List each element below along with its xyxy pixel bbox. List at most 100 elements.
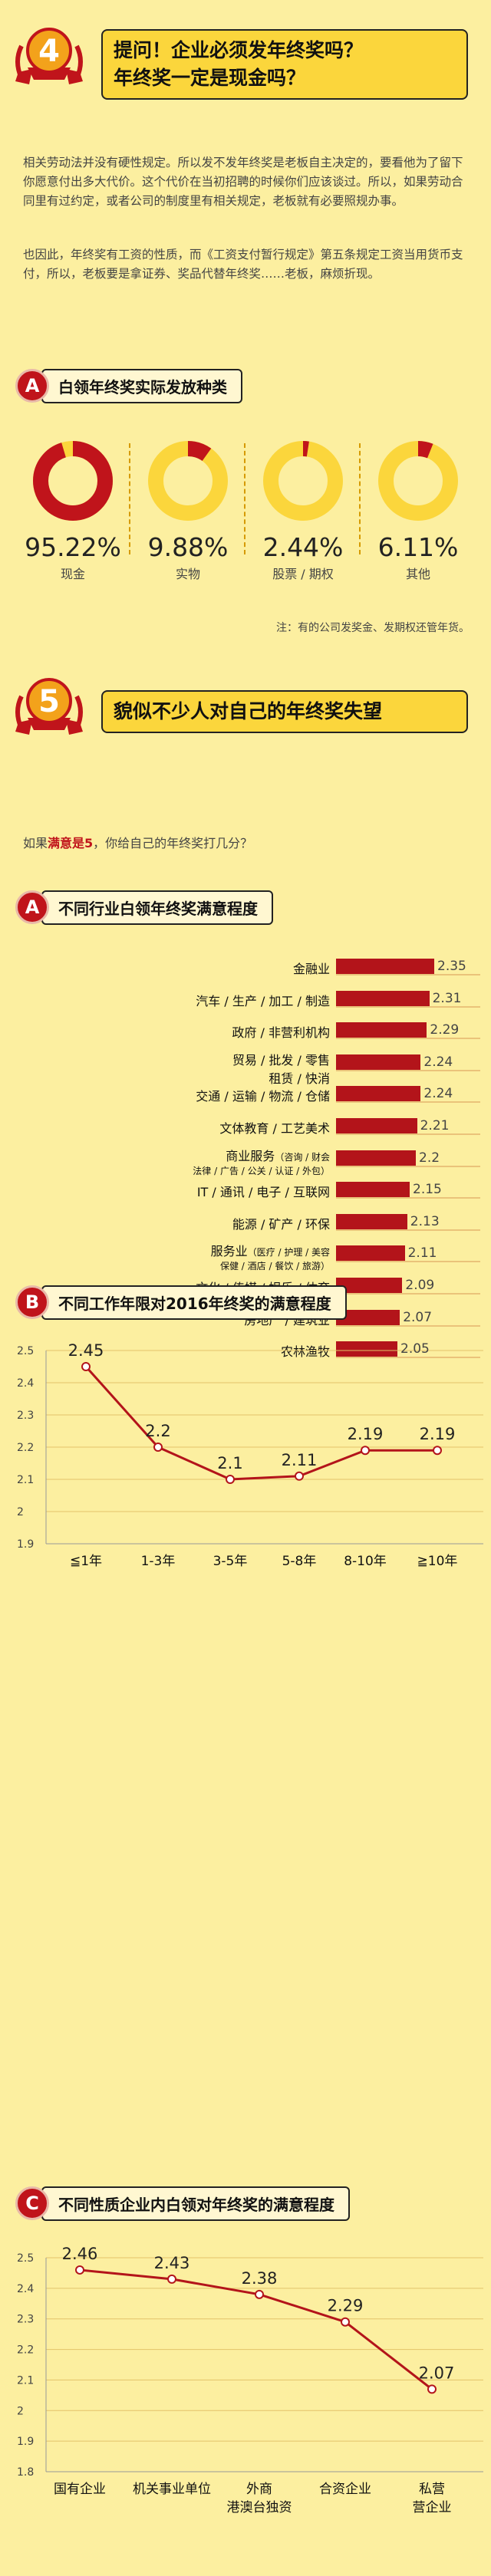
data-point: [255, 2289, 264, 2299]
section-5-title: 貌似不少人对自己的年终奖失望: [114, 700, 383, 722]
bar-row: 交通 / 运输 / 物流 / 仓储 2.24: [0, 1086, 491, 1120]
donut-track: [148, 441, 228, 521]
y-tick-label: 2.4: [17, 1377, 34, 1390]
donut-slice: [378, 441, 458, 521]
section-5-intro: 如果满意是5，你给自己的年终奖打几分？: [23, 834, 472, 853]
subsection-5b-label: 不同工作年限对2016年终奖的满意程度: [41, 1285, 347, 1320]
bar: [336, 1086, 421, 1102]
bar-baseline: [336, 1324, 480, 1327]
donut-track: [263, 441, 343, 521]
bar-category-label: 商业服务（咨询 / 财会 法律 / 广告 / 公关 / 认证 / 外包）: [193, 1148, 330, 1176]
x-category-label: ≧10年: [417, 1554, 458, 1569]
bar-row: 政府 / 非营利机构 2.29: [0, 1022, 491, 1056]
donut-chart: [148, 441, 228, 521]
subsection-4a-badge: A: [15, 369, 49, 403]
intro-prefix: 如果: [23, 836, 48, 850]
y-tick-label: 2: [17, 1506, 24, 1518]
bar-baseline: [336, 974, 480, 975]
donut-slice: [148, 441, 228, 521]
bar-value-label: 2.29: [430, 1022, 460, 1038]
bar-category-label: 农林渔牧: [280, 1344, 330, 1360]
x-category-label: 1-3年: [141, 1554, 176, 1569]
donut-slice: [33, 441, 113, 521]
donut-item: 95.22% 现金: [15, 439, 130, 582]
y-tick-label: 2: [17, 2405, 24, 2417]
section-4-title-box: 提问！企业必须发年终奖吗？ 年终奖一定是现金吗？: [101, 29, 468, 100]
subsection-4a-label: 白领年终奖实际发放种类: [41, 368, 242, 403]
bar-category-label: 能源 / 矿产 / 环保: [232, 1216, 330, 1232]
data-value-label: 2.38: [242, 2269, 278, 2288]
bar-category-label: 服务业（医疗 / 护理 / 美容 保健 / 酒店 / 餐饮 / 旅游）: [210, 1244, 330, 1272]
donut-percent-label: 95.22%: [25, 532, 121, 562]
y-tick-label: 2.2: [17, 1442, 34, 1454]
donut-chart: [33, 441, 113, 521]
x-category-label: 8-10年: [344, 1554, 387, 1569]
bar-value-label: 2.24: [423, 1086, 453, 1102]
donut-slice: [263, 441, 343, 521]
data-value-label: 2.19: [420, 1425, 456, 1443]
bar: [336, 1182, 410, 1198]
bar-category-label: 金融业: [292, 962, 330, 976]
y-tick-label: 2.3: [17, 1410, 34, 1422]
medal-icon: 4: [15, 28, 83, 84]
bar: [336, 1054, 421, 1070]
section-4-title-line2: 年终奖一定是现金吗？: [114, 67, 306, 89]
y-tick-label: 2.5: [17, 1345, 34, 1357]
bar: [336, 990, 430, 1006]
intro-highlight: 满意是5: [48, 836, 94, 850]
subsection-5a-label: 不同行业白领年终奖满意程度: [41, 890, 273, 925]
bar-row: 商业服务（咨询 / 财会 法律 / 广告 / 公关 / 认证 / 外包） 2.2: [0, 1149, 491, 1184]
data-value-label: 2.1: [217, 1454, 242, 1472]
data-value-label: 2.2: [145, 1422, 170, 1440]
bar-baseline: [336, 1229, 480, 1231]
bar-baseline: [336, 1293, 480, 1295]
bar: [336, 1245, 405, 1262]
bar-baseline: [336, 1069, 480, 1071]
bar-value-label: 2.2: [419, 1150, 440, 1166]
bar-row: 金融业 2.35: [0, 959, 491, 992]
series-line: [84, 1365, 437, 1481]
bar-baseline: [336, 1197, 480, 1199]
donut-chart: [378, 441, 458, 521]
section-5-title-box: 貌似不少人对自己的年终奖失望: [101, 690, 468, 733]
bar-category-label: 文体教育 / 工艺美术: [219, 1121, 330, 1136]
subsection-5b-badge: B: [15, 1285, 49, 1319]
x-category-label: 外商: [246, 2482, 272, 2497]
bar-row: 汽车 / 生产 / 加工 / 制造 2.31: [0, 990, 491, 1025]
y-tick-label: 2.1: [17, 2374, 34, 2387]
series-line: [79, 2268, 433, 2390]
data-point: [427, 2384, 437, 2394]
bar-value-label: 2.07: [403, 1309, 433, 1325]
bar-value-label: 2.09: [405, 1278, 435, 1293]
donut-divider: [359, 443, 361, 554]
bar-category-label: 交通 / 运输 / 物流 / 仓储: [196, 1089, 330, 1104]
data-point: [295, 1471, 304, 1481]
data-value-label: 2.07: [419, 2364, 455, 2382]
y-tick-label: 1.9: [17, 2436, 34, 2448]
y-tick-label: 2.1: [17, 1474, 34, 1486]
bar: [336, 1213, 407, 1229]
bar-baseline: [336, 1165, 480, 1167]
data-value-label: 2.43: [154, 2254, 190, 2272]
tenure-satisfaction-line-chart: 2.5 2.4 2.3 2.2 2.1 2 1.9 2.45 2.2 2.1 2.11 2.19 2.1…: [17, 1341, 483, 1569]
donut-chart: [263, 441, 343, 521]
donut-divider: [244, 443, 246, 554]
bar-row: 文体教育 / 工艺美术 2.21: [0, 1118, 491, 1152]
bar-category-label: IT / 通讯 / 电子 / 互联网: [196, 1185, 330, 1200]
bar-row: IT / 通讯 / 电子 / 互联网 2.15: [0, 1182, 491, 1216]
data-point: [153, 1443, 163, 1452]
donut-percent-label: 2.44%: [262, 532, 344, 562]
company-type-satisfaction-line-chart: 2.5 2.4 2.3 2.2 2.1 2 1.9 1.8 2.46 2.43 2.38 2.29 2.…: [17, 2245, 483, 2515]
bar-row: 贸易 / 批发 / 零售 租赁 / 快消 2.24: [0, 1053, 491, 1088]
donut-category-label: 实物: [175, 567, 200, 581]
bar-row: 农林渔牧 2.05: [0, 1341, 491, 1375]
data-point: [341, 2317, 350, 2327]
bar: [336, 1341, 397, 1357]
bar-category-label: 政府 / 非营利机构: [232, 1025, 330, 1041]
y-tick-label: 1.8: [17, 2466, 34, 2479]
bar: [336, 1309, 400, 1325]
bar-value-label: 2.21: [420, 1118, 450, 1133]
x-category-label: 私营: [419, 2482, 445, 2497]
data-value-label: 2.11: [282, 1451, 318, 1469]
